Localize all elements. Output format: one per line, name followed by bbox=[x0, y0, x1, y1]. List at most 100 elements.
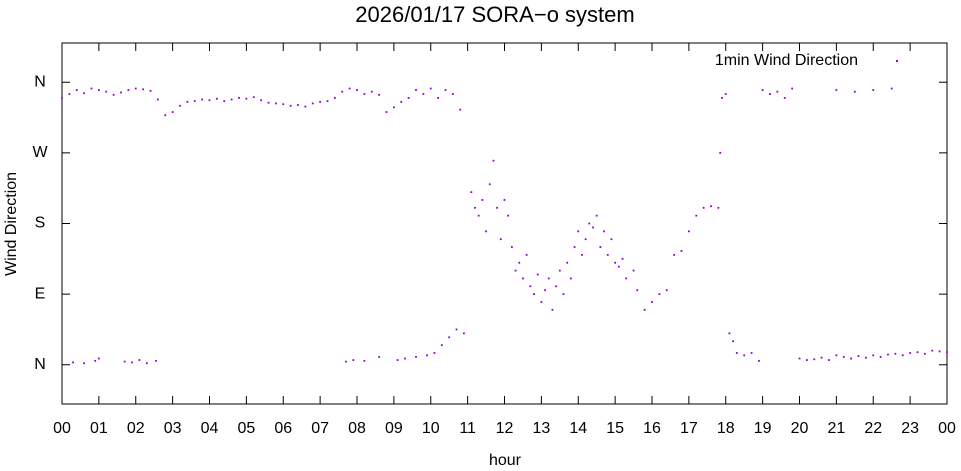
point bbox=[75, 89, 78, 91]
chart-title: 2026/01/17 SORA−o system bbox=[355, 2, 634, 27]
point bbox=[348, 87, 351, 90]
point bbox=[595, 214, 598, 217]
point bbox=[732, 340, 735, 343]
point bbox=[341, 90, 344, 93]
point bbox=[522, 277, 524, 280]
point bbox=[503, 199, 506, 201]
point bbox=[392, 106, 395, 109]
x-tick-label: 23 bbox=[901, 420, 919, 437]
point bbox=[83, 362, 86, 365]
point bbox=[459, 108, 462, 111]
point bbox=[643, 308, 646, 311]
x-tick-label: 04 bbox=[201, 420, 219, 437]
point bbox=[90, 87, 93, 90]
point bbox=[105, 90, 108, 93]
point bbox=[791, 87, 794, 90]
point bbox=[422, 93, 425, 95]
x-tick-label: 17 bbox=[680, 420, 698, 437]
point bbox=[171, 111, 174, 113]
point bbox=[636, 289, 639, 292]
point bbox=[558, 269, 561, 272]
point bbox=[61, 97, 63, 99]
point bbox=[820, 356, 823, 359]
x-tick-label: 05 bbox=[237, 420, 255, 437]
x-tick-label: 01 bbox=[90, 420, 108, 437]
point bbox=[68, 93, 71, 95]
point bbox=[603, 230, 605, 233]
x-tick-label: 06 bbox=[274, 420, 292, 437]
point bbox=[588, 222, 591, 225]
point bbox=[547, 277, 550, 280]
point bbox=[415, 356, 417, 358]
point bbox=[665, 289, 668, 292]
point bbox=[131, 361, 133, 364]
point bbox=[123, 360, 126, 363]
point bbox=[658, 293, 661, 296]
point bbox=[931, 349, 934, 352]
point bbox=[208, 99, 211, 102]
point bbox=[477, 214, 480, 217]
point bbox=[724, 93, 727, 95]
point bbox=[201, 98, 204, 101]
x-tick-label: 22 bbox=[864, 420, 882, 437]
plot-frame bbox=[61, 42, 948, 405]
point bbox=[850, 357, 853, 360]
point bbox=[923, 352, 926, 355]
point bbox=[673, 253, 676, 256]
point bbox=[835, 354, 838, 357]
point bbox=[378, 356, 381, 358]
point bbox=[433, 352, 436, 354]
point bbox=[625, 277, 628, 280]
point bbox=[507, 214, 510, 217]
point bbox=[345, 360, 347, 363]
y-tick-label: N bbox=[34, 73, 46, 90]
point bbox=[83, 92, 86, 95]
x-tick-label: 10 bbox=[422, 420, 440, 437]
point bbox=[828, 359, 830, 361]
point bbox=[518, 261, 521, 264]
point bbox=[938, 350, 941, 353]
point bbox=[429, 87, 432, 90]
point bbox=[396, 359, 399, 361]
point bbox=[717, 206, 720, 209]
point bbox=[134, 87, 137, 90]
x-tick-label: 07 bbox=[311, 420, 329, 437]
point bbox=[404, 357, 406, 360]
point bbox=[378, 93, 381, 96]
point bbox=[289, 104, 292, 107]
point bbox=[112, 93, 115, 96]
x-tick-label: 21 bbox=[827, 420, 845, 437]
point bbox=[719, 151, 722, 154]
point bbox=[946, 351, 948, 354]
point bbox=[743, 354, 746, 357]
point bbox=[879, 356, 882, 358]
point bbox=[735, 352, 738, 354]
point bbox=[400, 100, 403, 103]
point bbox=[510, 246, 513, 248]
point bbox=[252, 96, 255, 99]
point bbox=[274, 102, 277, 105]
point bbox=[245, 97, 248, 100]
point bbox=[798, 357, 801, 360]
point bbox=[352, 359, 355, 361]
point bbox=[632, 269, 635, 272]
point bbox=[407, 97, 410, 99]
point bbox=[282, 103, 285, 106]
point bbox=[156, 98, 159, 101]
point bbox=[617, 265, 620, 268]
point bbox=[267, 101, 270, 104]
point bbox=[599, 246, 602, 248]
point bbox=[621, 257, 624, 260]
point bbox=[97, 89, 100, 91]
x-axis-label: hour bbox=[489, 452, 522, 469]
point bbox=[750, 352, 753, 354]
point bbox=[363, 93, 366, 95]
point bbox=[581, 253, 583, 256]
point bbox=[555, 285, 558, 288]
point bbox=[455, 328, 458, 331]
point bbox=[223, 100, 226, 102]
point bbox=[562, 293, 565, 296]
point bbox=[835, 89, 838, 91]
point bbox=[533, 293, 535, 296]
